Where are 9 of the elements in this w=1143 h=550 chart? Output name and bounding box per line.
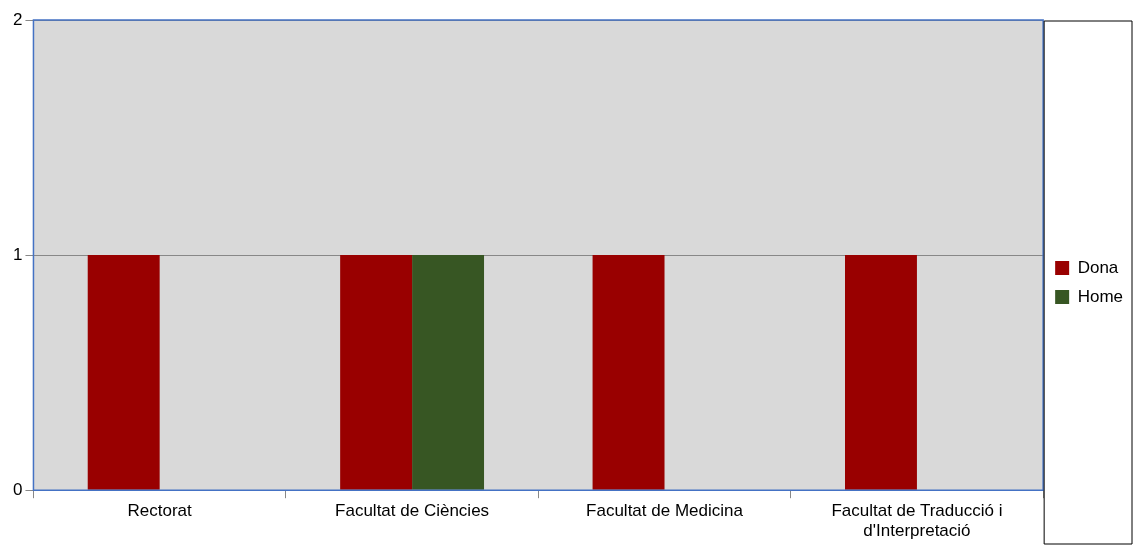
x-tick-label: Facultat de Ciències <box>335 501 490 521</box>
legend-label: Home <box>1077 286 1124 306</box>
legend-label: Dona <box>1077 257 1119 277</box>
x-tick-label: Facultat de Traducció i d'Interpretació <box>831 501 1003 541</box>
x-tick-label: Rectorat <box>127 501 193 521</box>
y-tick-label: 2 <box>12 9 23 29</box>
y-tick-label: 0 <box>12 479 23 499</box>
x-tick-label: Facultat de Medicina <box>586 501 744 521</box>
y-tick-label: 1 <box>12 244 23 264</box>
